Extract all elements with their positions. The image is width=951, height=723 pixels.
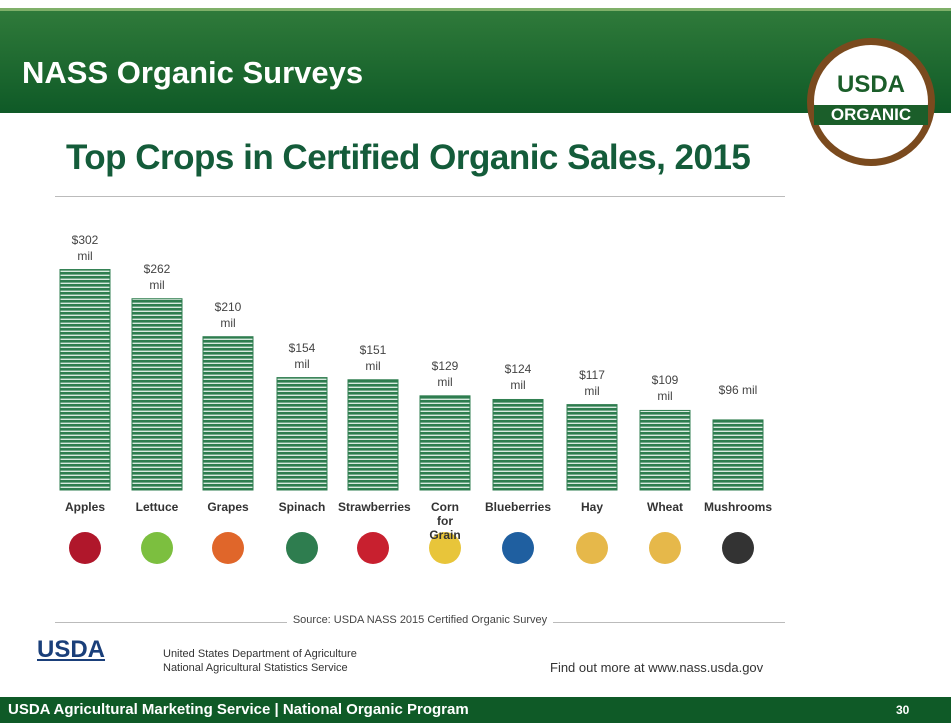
crop-icon: [649, 532, 681, 564]
value-label: $117 mil: [572, 367, 612, 399]
category-label: Strawberries: [338, 500, 408, 514]
value-label: $129 mil: [425, 358, 465, 390]
source: Source: USDA NASS 2015 Certified Organic…: [287, 614, 553, 626]
value-label: $302 mil: [65, 232, 105, 264]
bar: [420, 396, 470, 490]
agency: National Agricultural Statistics Service: [163, 662, 348, 674]
value-label: $262 mil: [137, 261, 177, 293]
category-label: Blueberries: [483, 500, 553, 514]
crop-icon: [286, 532, 318, 564]
crop-icon: [722, 532, 754, 564]
organic-badge: USDA ORGANIC: [807, 38, 935, 166]
more-info: Find out more at www.nass.usda.gov: [550, 660, 763, 675]
bar: [567, 405, 617, 490]
value-label: $151 mil: [353, 342, 393, 374]
category-label: Grapes: [193, 500, 263, 514]
crop-icon: [69, 532, 101, 564]
bar: [132, 299, 182, 490]
footer-text: USDA Agricultural Marketing Service | Na…: [8, 701, 469, 718]
bar: [640, 410, 690, 490]
crop-icon: [212, 532, 244, 564]
page-number: 30: [896, 703, 909, 717]
rule: [55, 196, 785, 197]
bar: [203, 337, 253, 490]
agency: United States Department of Agriculture: [163, 648, 357, 660]
category-label: Mushrooms: [703, 500, 773, 514]
value-label: $210 mil: [208, 299, 248, 331]
footer-bar: USDA Agricultural Marketing Service | Na…: [0, 697, 951, 723]
chart-title: Top Crops in Certified Organic Sales, 20…: [66, 138, 750, 178]
bar: [348, 380, 398, 490]
badge-text: ORGANIC: [814, 105, 928, 125]
badge-text: USDA: [814, 71, 928, 99]
category-label: Spinach: [267, 500, 337, 514]
bar: [713, 420, 763, 490]
bar: [493, 399, 543, 490]
category-label: Apples: [50, 500, 120, 514]
crop-icon: [357, 532, 389, 564]
value-label: $109 mil: [645, 372, 685, 404]
crop-icon: [576, 532, 608, 564]
source-wrap: Source: USDA NASS 2015 Certified Organic…: [0, 614, 840, 626]
category-label: Wheat: [630, 500, 700, 514]
category-label: Hay: [557, 500, 627, 514]
bar: [277, 378, 327, 490]
value-label: $124 mil: [498, 361, 538, 393]
crop-icon: [141, 532, 173, 564]
bar: [60, 270, 110, 490]
value-label: $96 mil: [718, 382, 758, 398]
category-label: Corn for Grain: [422, 500, 468, 542]
usda-logo: USDA: [37, 636, 105, 664]
category-label: Lettuce: [122, 500, 192, 514]
value-label: $154 mil: [282, 340, 322, 372]
slide: NASS Organic Surveys USDA ORGANIC Top Cr…: [0, 0, 951, 723]
crop-icon: [502, 532, 534, 564]
